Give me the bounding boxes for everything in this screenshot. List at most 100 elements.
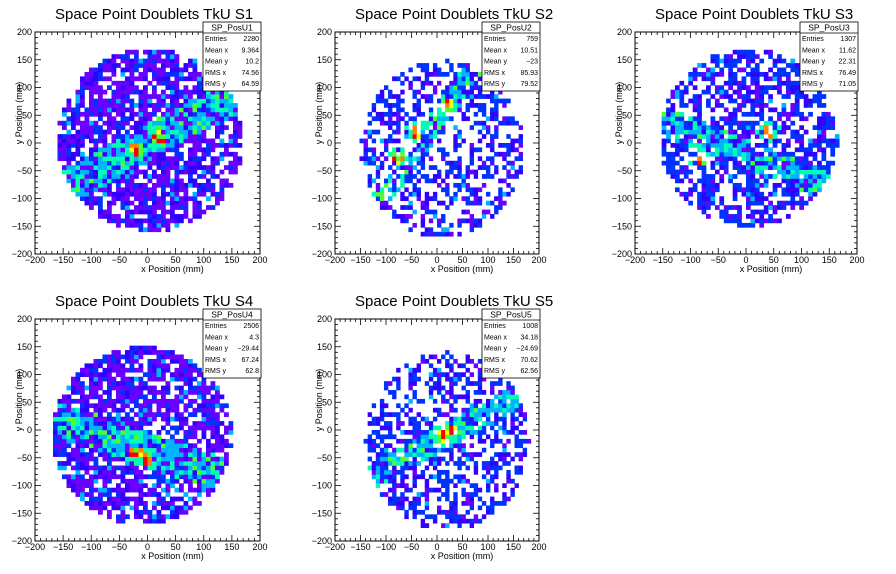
heatmap-cell	[120, 191, 126, 197]
heatmap-cell	[192, 390, 198, 395]
heatmap-cell	[138, 218, 144, 224]
heatmap-cell	[465, 94, 470, 99]
heatmap-cell	[98, 129, 103, 135]
heatmap-cell	[723, 54, 729, 59]
heatmap-cell	[228, 182, 234, 188]
heatmap-cell	[89, 487, 94, 493]
heatmap-cell	[498, 376, 503, 382]
heatmap-cell	[510, 120, 515, 126]
heatmap-cell	[420, 452, 426, 457]
heatmap-cell	[111, 147, 117, 153]
heatmap-cell	[134, 67, 139, 73]
heatmap-cell	[89, 367, 94, 373]
heatmap-cell	[197, 165, 202, 170]
heatmap-cell	[107, 98, 112, 104]
heatmap-cell	[188, 505, 193, 511]
heatmap-cell	[494, 116, 499, 122]
heatmap-cell	[741, 98, 747, 104]
heatmap-cell	[102, 501, 108, 506]
heatmap-cell	[129, 63, 135, 68]
stats-row-value: −29.44	[237, 346, 259, 353]
heatmap-cell	[156, 376, 162, 382]
heatmap-cell	[120, 94, 126, 99]
heatmap-cell	[441, 492, 446, 497]
heatmap-cell	[457, 394, 462, 400]
heatmap-cell	[457, 438, 462, 444]
heatmap-cell	[156, 358, 162, 364]
heatmap-cell	[498, 465, 503, 471]
heatmap-cell	[197, 129, 202, 135]
heatmap-cell	[683, 196, 689, 202]
heatmap-cell	[233, 129, 238, 135]
heatmap-cell	[392, 456, 397, 462]
heatmap-cell	[697, 71, 702, 77]
heatmap-cell	[120, 354, 126, 360]
heatmap-cell	[706, 182, 711, 188]
heatmap-cell	[219, 98, 225, 104]
heatmap-cell	[192, 456, 198, 462]
heatmap-cell	[152, 169, 157, 175]
heatmap-cell	[424, 501, 430, 506]
heatmap-cell	[156, 76, 162, 82]
stats-row-value: −23	[526, 59, 538, 66]
heatmap-cell	[392, 147, 397, 153]
stats-row-value: 9.364	[241, 47, 259, 54]
heatmap-cell	[741, 80, 747, 86]
heatmap-cell	[375, 478, 381, 484]
heatmap-cell	[143, 103, 148, 108]
heatmap-cell	[152, 49, 157, 55]
heatmap-cell	[183, 160, 189, 166]
heatmap-cell	[147, 474, 153, 480]
heatmap-cell	[437, 487, 442, 493]
heatmap-cell	[817, 89, 822, 95]
heatmap-cell	[93, 76, 99, 82]
heatmap-cell	[723, 116, 729, 122]
heatmap-cell	[469, 85, 475, 91]
heatmap-cell	[457, 222, 462, 228]
heatmap-cell	[408, 487, 413, 493]
heatmap-cell	[790, 107, 796, 113]
heatmap-cell	[388, 381, 393, 386]
heatmap-cell	[224, 412, 229, 417]
heatmap-cell	[165, 456, 171, 462]
heatmap-cell	[477, 76, 483, 82]
heatmap-cell	[201, 116, 207, 122]
heatmap-cell	[457, 514, 462, 520]
heatmap-cell	[481, 182, 487, 188]
heatmap-cell	[799, 196, 805, 202]
heatmap-cell	[706, 151, 711, 157]
heatmap-cell	[116, 412, 121, 417]
heatmap-cell	[481, 412, 487, 417]
heatmap-cell	[768, 205, 773, 210]
heatmap-cell	[206, 492, 211, 497]
heatmap-cell	[192, 67, 198, 73]
heatmap-cell	[732, 191, 738, 197]
heatmap-cell	[179, 71, 184, 77]
heatmap-cell	[392, 452, 397, 457]
heatmap-cell	[165, 165, 171, 170]
heatmap-cell	[219, 407, 225, 413]
x-tick-label: −200	[25, 542, 45, 552]
heatmap-cell	[134, 169, 139, 175]
heatmap-cell	[498, 89, 503, 95]
heatmap-cell	[400, 205, 405, 210]
stats-row-label: RMS x	[205, 357, 227, 364]
heatmap-cell	[143, 398, 148, 404]
heatmap-cell	[396, 403, 401, 409]
heatmap-cell	[817, 129, 822, 135]
heatmap-cell	[772, 58, 778, 64]
heatmap-cell	[518, 165, 523, 170]
heatmap-cell	[161, 354, 166, 360]
heatmap-cell	[737, 89, 742, 95]
heatmap-cell	[710, 178, 716, 184]
stats-row-label: Entries	[205, 323, 227, 330]
heatmap-cell	[437, 367, 442, 373]
heatmap-cell	[174, 182, 180, 188]
heatmap-cell	[134, 345, 139, 351]
heatmap-cell	[75, 443, 81, 449]
heatmap-cell	[772, 76, 778, 82]
heatmap-cell	[174, 205, 180, 210]
heatmap-cell	[785, 156, 791, 162]
heatmap-cell	[392, 478, 397, 484]
heatmap-cell	[111, 501, 117, 506]
